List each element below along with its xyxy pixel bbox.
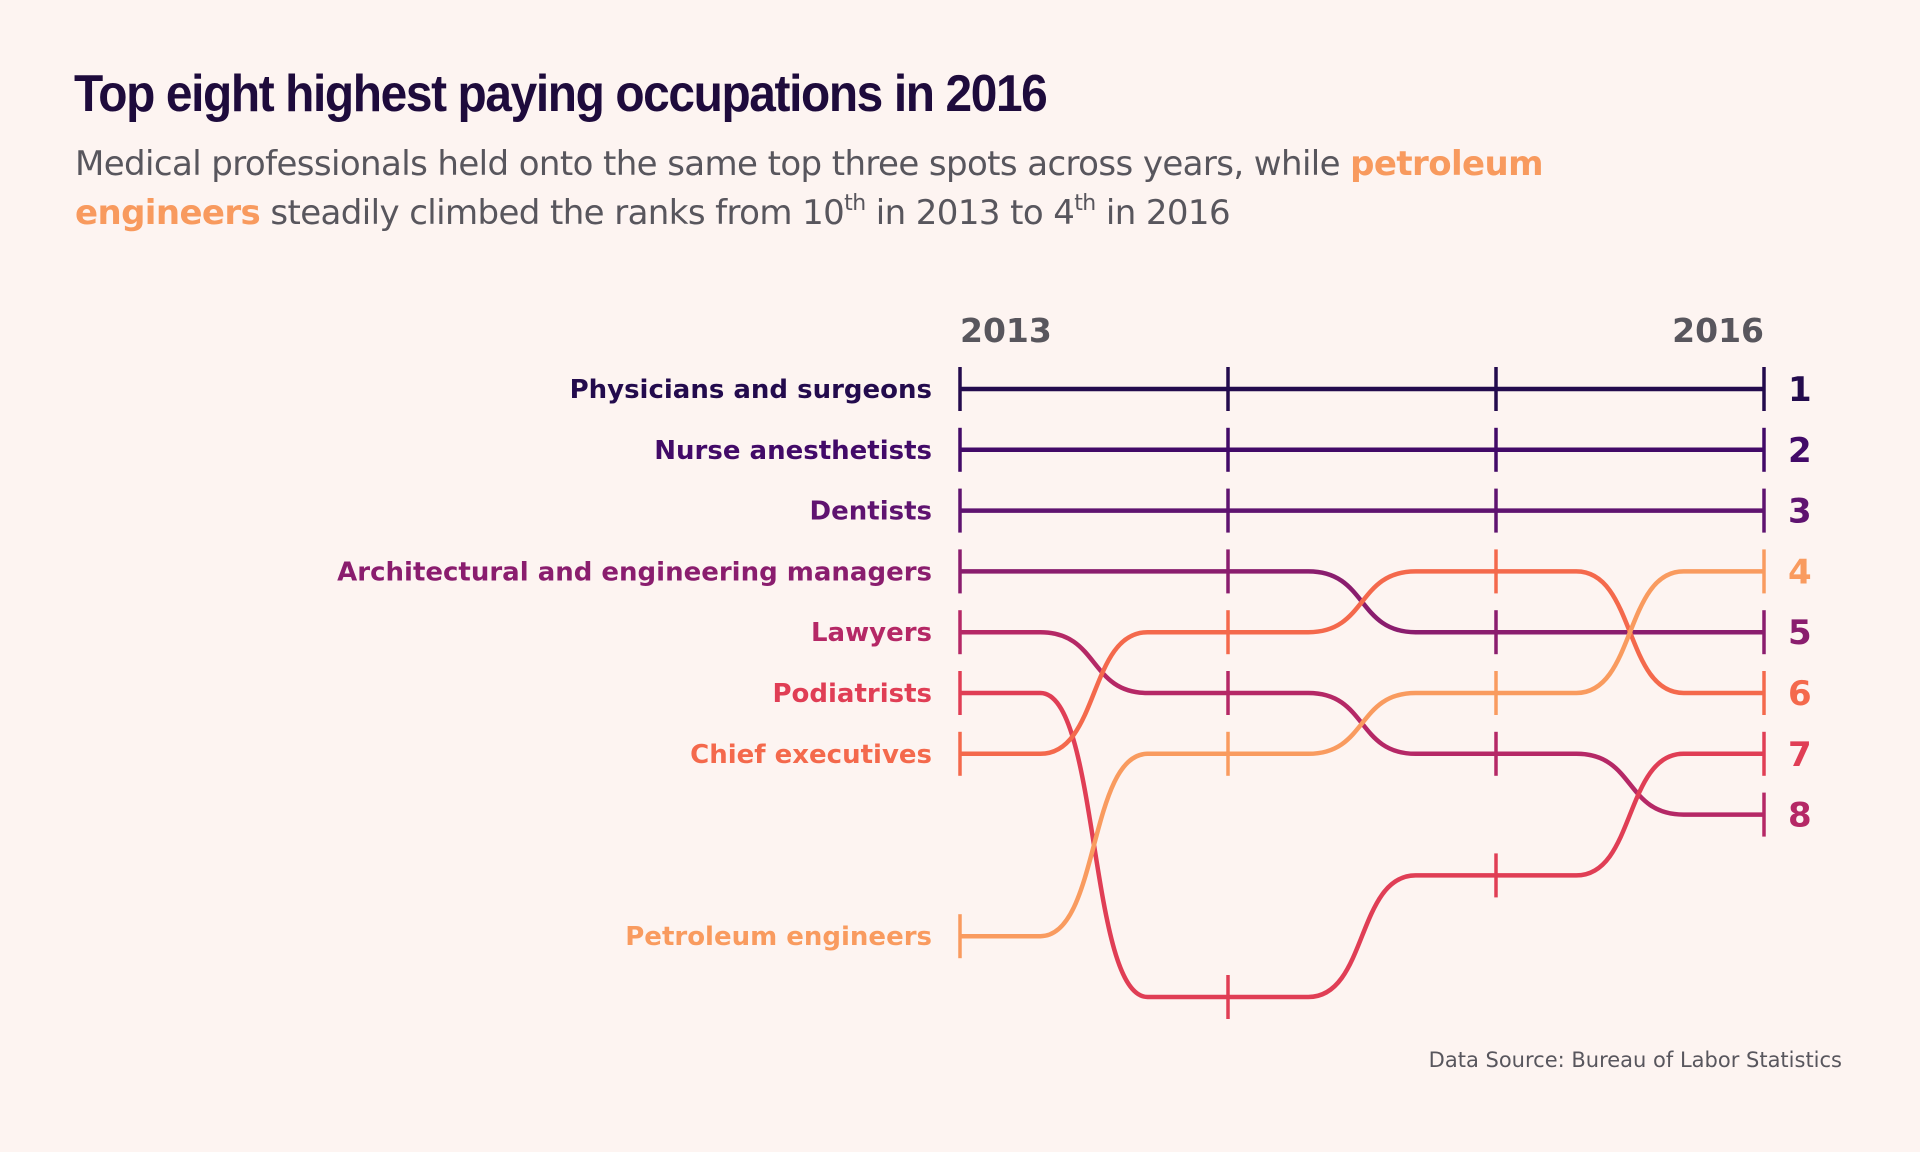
series-labels: Physicians and surgeons Nurse anesthetist…: [337, 375, 932, 952]
chart-subtitle: Medical professionals held onto the same…: [75, 140, 1695, 238]
rank-label-8: 8: [1788, 796, 1812, 836]
rank-label-2: 2: [1788, 431, 1812, 471]
series-label-chief-executives: Chief executives: [690, 740, 932, 770]
rank-label-5: 5: [1788, 613, 1812, 653]
series-label-dentists: Dentists: [810, 497, 932, 527]
subtitle-text: in 2016: [1095, 193, 1231, 233]
rank-label-7: 7: [1788, 735, 1812, 775]
series-line-petroleum-engineers: [960, 569, 1764, 939]
rank-label-6: 6: [1788, 674, 1812, 714]
series-label-lawyers: Lawyers: [811, 618, 932, 648]
subtitle-highlight: petroleum engineers: [75, 144, 1544, 233]
subtitle-text: Medical professionals held onto the same…: [75, 144, 1351, 184]
series-label-physicians-and-surgeons: Physicians and surgeons: [570, 375, 932, 405]
series-label-podiatrists: Podiatrists: [772, 679, 932, 709]
series-line-podiatrists: [960, 690, 1764, 1000]
year-label-2013: 2013: [960, 311, 1052, 350]
subtitle-text: steadily climbed the ranks from 10: [260, 193, 845, 233]
subtitle-text: in 2013 to 4: [865, 193, 1075, 233]
series-label-architectural-and-engineering-managers: Architectural and engineering managers: [337, 557, 932, 587]
series-lines: [960, 386, 1764, 1000]
tick-marks: [958, 367, 1766, 1019]
rank-label-4: 4: [1788, 552, 1812, 592]
series-line-chief-executives: [960, 569, 1764, 757]
subtitle-superscript: th: [1074, 191, 1096, 216]
rank-labels: 1 2 3 5 8 7 6 4: [1788, 370, 1812, 836]
year-label-2016: 2016: [1672, 311, 1764, 350]
series-label-nurse-anesthetists: Nurse anesthetists: [654, 436, 932, 466]
subtitle-superscript: th: [844, 191, 866, 216]
year-labels: 2013 2016: [960, 311, 1764, 350]
rank-label-1: 1: [1788, 370, 1812, 410]
rank-label-3: 3: [1788, 492, 1812, 532]
data-source: Data Source: Bureau of Labor Statistics: [1428, 1048, 1842, 1072]
chart-title: Top eight highest paying occupations in …: [74, 65, 1048, 123]
series-label-petroleum-engineers: Petroleum engineers: [625, 922, 932, 952]
